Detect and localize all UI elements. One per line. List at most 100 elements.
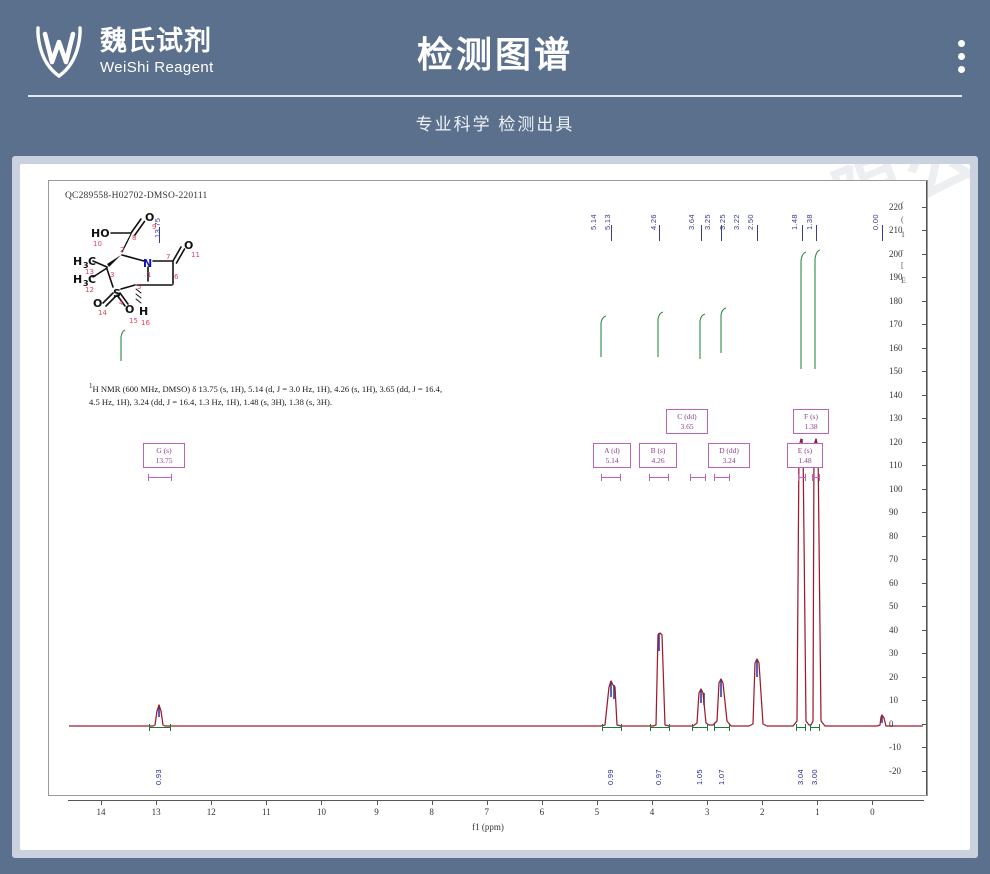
svg-text:5: 5 [137, 283, 141, 291]
page-header: 魏氏试剂 WeiShi Reagent 检测图谱 专业科学 检测出具 [0, 0, 990, 160]
shift-label: 4.26 [649, 214, 658, 230]
y-tick-label: 130 [889, 413, 903, 424]
x-axis: 14 13 12 11 10 9 8 7 6 5 4 3 2 1 0 f1 (ppm) [48, 800, 928, 840]
y-tick-label: 170 [889, 319, 903, 330]
svg-text:4: 4 [119, 299, 124, 307]
y-tick [922, 441, 927, 443]
spectrum-canvas: 湖北魏氏化学试剂股份有限公司 QC289558-H02702-DMSO-2201… [20, 164, 970, 850]
x-tick [101, 800, 103, 805]
multiplet-tick [690, 474, 706, 481]
multiplet-box-f[interactable]: F (s) 1.38 [793, 409, 829, 435]
svg-text:13: 13 [85, 268, 94, 276]
multiplet-tick [812, 474, 820, 481]
integral-label: 3.04 [796, 769, 805, 785]
integral-bar [602, 724, 622, 731]
y-axis: -20 -10 0 10 20 30 40 50 60 70 80 90 100 110 120 130 140… [881, 181, 927, 795]
svg-text:3: 3 [110, 271, 114, 279]
integral-bar [810, 724, 820, 731]
x-tick [156, 800, 158, 805]
x-tick [872, 800, 874, 805]
integral-label: 0.97 [654, 769, 663, 785]
y-tick-label: 180 [889, 295, 903, 306]
y-tick-label: 60 [889, 577, 898, 588]
y-tick-label: 100 [889, 483, 903, 494]
x-tick-label: 13 [151, 807, 161, 817]
x-tick [541, 800, 543, 805]
y-tick [922, 629, 927, 631]
nmr-description: 1H NMR (600 MHz, DMSO) δ 13.75 (s, 1H), … [89, 381, 529, 409]
plot-body: QC289558-H02702-DMSO-220111 [49, 181, 927, 795]
shift-leader-line [159, 227, 160, 243]
clipped-legend-line: [ [901, 260, 904, 270]
shift-leader-line [611, 225, 612, 241]
x-tick-label: 2 [759, 807, 765, 817]
integral-bar [796, 724, 806, 731]
integral-bar [149, 724, 171, 731]
multiplet-box-c[interactable]: C (dd) 3.65 [666, 409, 708, 435]
x-tick-label: 11 [262, 807, 271, 817]
x-tick-label: 10 [316, 807, 326, 817]
y-tick-label: 160 [889, 342, 903, 353]
y-tick [922, 418, 927, 420]
y-tick [922, 300, 927, 302]
x-tick-label: 8 [429, 807, 434, 817]
integral-label: 3.00 [810, 769, 819, 785]
x-tick-label: 1 [815, 807, 820, 817]
y-tick-label: 220 [889, 201, 903, 212]
shift-label: 3.22 [732, 214, 741, 230]
clipped-legend: ( ( 1 - [ E [901, 197, 923, 327]
y-tick [922, 206, 927, 208]
y-tick [922, 723, 927, 725]
multiplet-box-e[interactable]: E (s) 1.48 [787, 443, 823, 469]
svg-text:H: H [73, 273, 82, 286]
x-tick-label: 4 [649, 807, 655, 817]
y-tick-label: 190 [889, 272, 903, 283]
svg-text:H: H [139, 305, 148, 318]
brand-logo: 魏氏试剂 WeiShi Reagent [28, 20, 214, 82]
y-tick-label: 140 [889, 389, 903, 400]
x-tick-label: 12 [206, 807, 216, 817]
x-tick-label: 3 [704, 807, 710, 817]
shift-leader-line [757, 225, 758, 241]
multiplet-box-b[interactable]: B (s) 4.26 [639, 443, 677, 469]
y-tick [922, 488, 927, 490]
brand-name-cn: 魏氏试剂 [100, 25, 212, 56]
svg-text:16: 16 [141, 319, 150, 327]
svg-text:O: O [145, 211, 154, 224]
shift-label: 2.50 [746, 214, 755, 230]
nmr-plot: QC289558-H02702-DMSO-220111 [48, 180, 928, 796]
x-tick-label: 7 [484, 807, 489, 817]
shift-label: 3.25 [718, 214, 727, 230]
svg-text:O: O [125, 303, 134, 316]
y-tick-label: 210 [889, 225, 903, 236]
kebab-dot [958, 53, 965, 60]
kebab-dot [958, 66, 965, 73]
shift-leader-line [816, 225, 817, 241]
x-tick [596, 800, 598, 805]
y-axis-line [926, 181, 927, 795]
shift-label: 0.00 [871, 214, 880, 230]
multiplet-box-d[interactable]: D (dd) 3.24 [708, 443, 750, 469]
x-tick [762, 800, 764, 805]
y-tick [922, 324, 927, 326]
y-tick-label: 30 [889, 648, 898, 659]
y-tick-label: 120 [889, 436, 903, 447]
nmr-description-line1: H NMR (600 MHz, DMSO) δ 13.75 (s, 1H), 5… [92, 383, 443, 394]
multiplet-tick [798, 474, 806, 481]
x-tick [486, 800, 488, 805]
y-tick-label: -10 [889, 742, 901, 753]
y-tick [922, 371, 927, 373]
x-tick [431, 800, 433, 805]
x-tick [376, 800, 378, 805]
x-axis-title: f1 (ppm) [472, 822, 504, 832]
y-tick-label: 40 [889, 624, 898, 635]
shift-leader-line [701, 225, 702, 241]
multiplet-box-a[interactable]: A (d) 5.14 [593, 443, 631, 469]
kebab-menu-icon[interactable] [958, 40, 966, 73]
x-tick-label: 9 [374, 807, 379, 817]
multiplet-box-g[interactable]: G (s) 13.75 [143, 443, 185, 469]
x-tick [321, 800, 323, 805]
svg-text:1: 1 [147, 271, 151, 279]
svg-text:14: 14 [98, 309, 107, 317]
